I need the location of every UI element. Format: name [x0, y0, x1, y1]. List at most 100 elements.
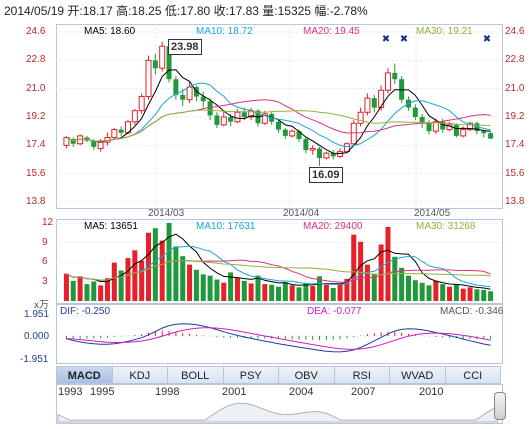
tab-wvad[interactable]: WVAD: [390, 366, 446, 384]
candle-down: [282, 129, 288, 136]
vol-ma10-legend: MA10: 17631: [196, 221, 256, 232]
tab-psy[interactable]: PSY: [223, 366, 279, 384]
candle-up: [220, 116, 227, 126]
volume-ma5-line: [66, 233, 491, 290]
volume-bar: [433, 280, 439, 301]
volume-unit: x万: [34, 300, 49, 311]
volume-bar: [70, 280, 76, 301]
volume-bar: [447, 286, 453, 301]
volume-bar: [474, 289, 480, 301]
candle-down: [371, 98, 377, 108]
volume-bar: [419, 282, 425, 301]
price-tick-left: 19.2: [26, 111, 46, 122]
vol-ma30-legend: MA30: 31268: [416, 221, 476, 232]
tab-cci[interactable]: CCI: [445, 366, 501, 384]
price-chart[interactable]: ✖ ✖ ✖: [56, 24, 503, 209]
macd-chart[interactable]: [56, 304, 503, 364]
candle-down: [412, 107, 418, 117]
volume-label: 量:: [262, 4, 278, 18]
price-tick-right: 24.6: [505, 26, 525, 37]
macd-y-top: 1.951: [24, 309, 50, 320]
tab-kdj[interactable]: KDJ: [112, 366, 168, 384]
candle-up: [97, 141, 104, 149]
volume-bar: [234, 277, 240, 301]
high-label: 高:: [116, 4, 132, 18]
timeline-year: 1998: [155, 386, 180, 398]
open-value: 18.17: [82, 4, 113, 18]
candle-down: [453, 124, 459, 136]
candle-up: [159, 45, 166, 69]
dea-legend: DEA: -0.077: [307, 306, 362, 317]
volume-chart[interactable]: [56, 219, 503, 304]
tab-rsi[interactable]: RSI: [334, 366, 390, 384]
volume-bar: [214, 279, 220, 301]
ma10-line: [66, 82, 491, 148]
volume-bar: [488, 291, 494, 301]
volume-bar: [98, 285, 104, 301]
candle-up: [460, 129, 467, 137]
volume-bar: [282, 282, 288, 301]
volume-bar: [412, 280, 418, 301]
change-label: 幅:: [314, 4, 330, 18]
candle-down: [419, 117, 425, 124]
volume-bar: [371, 273, 377, 301]
ma10-legend: MA10: 18.72: [196, 26, 253, 37]
candle-up: [357, 111, 364, 124]
candle-up: [467, 122, 474, 131]
volume-bar: [399, 267, 405, 301]
volume-bar: [173, 246, 179, 301]
candle-down: [207, 101, 213, 116]
volume-bar: [378, 244, 384, 301]
candle-down: [91, 140, 97, 147]
price-tick-right: 17.4: [505, 139, 525, 151]
candle-up: [111, 129, 118, 138]
candle-down: [440, 121, 446, 130]
macd-chart-panel[interactable]: [56, 304, 503, 364]
tab-obv[interactable]: OBV: [279, 366, 335, 384]
timeline-year: 1995: [90, 386, 115, 398]
timeline-area: [57, 402, 499, 423]
volume-bar: [91, 281, 97, 301]
candle-up: [323, 152, 330, 159]
candle-down: [228, 117, 234, 122]
volume-bar: [405, 275, 411, 301]
candle-down: [118, 129, 124, 133]
price-tick-right: 21.0: [505, 82, 525, 94]
candle-down: [173, 79, 179, 95]
price-tick-left: 24.6: [26, 26, 46, 37]
tab-boll[interactable]: BOLL: [168, 366, 224, 384]
volume-bar: [296, 287, 302, 301]
volume-bar: [392, 256, 398, 301]
price-tick-left: 15.6: [26, 167, 46, 179]
candle-up: [145, 59, 152, 98]
volume-bar: [77, 276, 83, 301]
candle-down: [241, 112, 247, 117]
volume-ma30-line: [66, 259, 491, 281]
high-callout: 23.98: [168, 39, 202, 55]
volume-bar: [358, 241, 364, 301]
price-tick-left: 17.4: [26, 139, 46, 151]
timeline-range-handle[interactable]: [494, 392, 506, 420]
candle-up: [343, 143, 350, 153]
volume-bar: [289, 285, 295, 301]
volume-bar: [351, 234, 357, 301]
price-tick-right: 15.6: [505, 167, 525, 179]
candle-down: [180, 94, 186, 100]
volume-bar: [132, 250, 138, 301]
low-value: 17.80: [180, 4, 211, 18]
price-tick-left: 13.8: [26, 196, 46, 207]
tab-macd[interactable]: MACD: [56, 366, 113, 384]
volume-bar: [453, 284, 459, 301]
indicator-tabs: MACD KDJ BOLL PSY OBV RSI WVAD CCI: [56, 366, 501, 384]
candle-up: [364, 97, 371, 113]
price-tick-right: 13.8: [505, 196, 525, 207]
candle-up: [234, 111, 241, 123]
volume-bar: [426, 285, 432, 301]
price-tick-right: 22.8: [505, 54, 525, 66]
candle-down: [70, 139, 76, 144]
candle-up: [350, 122, 357, 145]
price-tick-left: 22.8: [26, 54, 46, 66]
ma5-legend: MA5: 18.60: [84, 26, 136, 37]
candle-down: [317, 148, 323, 158]
vol-ma5-legend: MA5: 13651: [84, 221, 138, 232]
